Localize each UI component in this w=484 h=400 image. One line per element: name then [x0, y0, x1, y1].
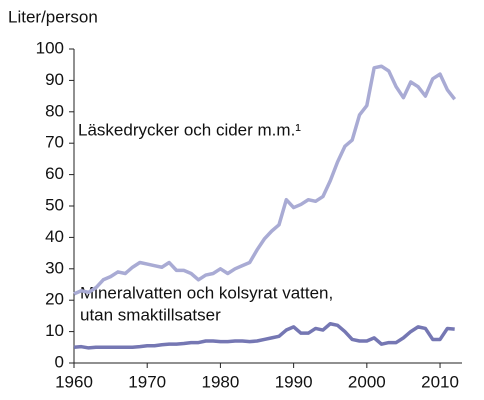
y-axis-label: Liter/person [8, 7, 98, 26]
x-tick-label: 2000 [348, 372, 386, 391]
y-tick-label: 100 [36, 38, 64, 57]
line-series [73, 64, 457, 296]
annotation: Läskedrycker och cider m.m.¹ [78, 120, 301, 139]
annotation: Mineralvatten och kolsyrat vatten, [80, 283, 333, 302]
y-tick-label: 20 [45, 290, 64, 309]
y-tick-label: 40 [45, 227, 64, 246]
x-tick-label: 1960 [55, 372, 93, 391]
y-tick-label: 50 [45, 195, 64, 214]
x-tick-label: 1970 [128, 372, 166, 391]
y-tick-label: 80 [45, 101, 64, 120]
y-tick-label: 70 [45, 133, 64, 152]
y-tick-label: 10 [45, 321, 64, 340]
x-tick-label: 1990 [275, 372, 313, 391]
x-tick-label: 1980 [202, 372, 240, 391]
x-tick-label: 2010 [421, 372, 459, 391]
line-series [73, 322, 455, 350]
annotation: utan smaktillsatser [80, 305, 221, 324]
y-tick-label: 0 [55, 352, 64, 371]
y-tick-label: 60 [45, 164, 64, 183]
y-tick-label: 90 [45, 70, 64, 89]
y-tick-label: 30 [45, 258, 64, 277]
